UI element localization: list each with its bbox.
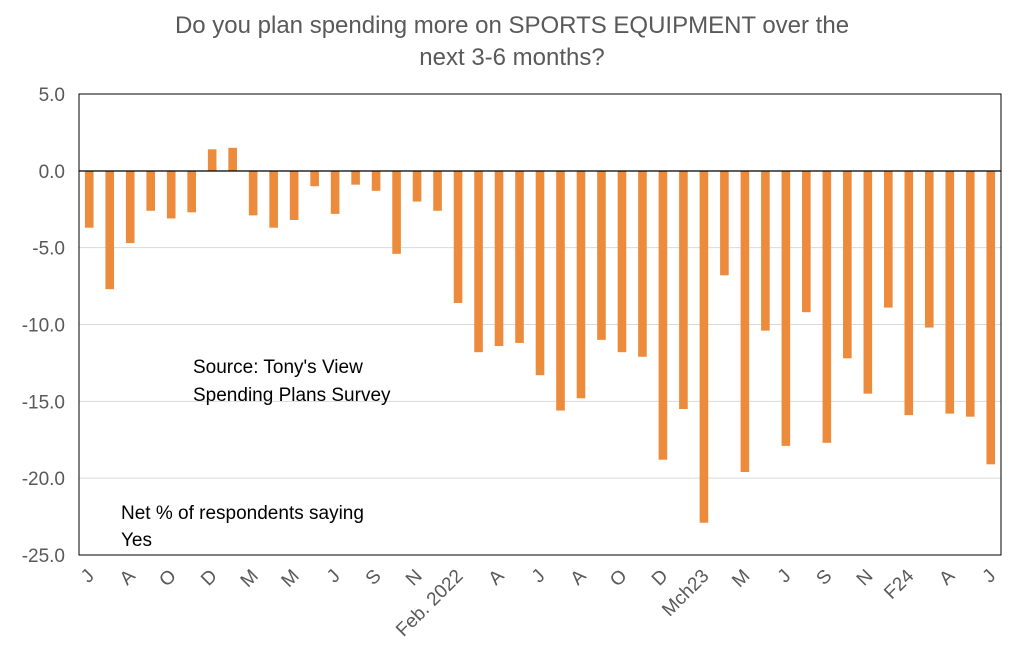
bar: [412, 170, 422, 202]
x-tick-label: J: [77, 566, 99, 588]
bar: [310, 170, 319, 187]
bar: [125, 170, 135, 244]
bar: [761, 170, 770, 331]
bar: [576, 170, 586, 399]
x-tick-label: S: [813, 566, 837, 590]
y-tick-label: -5.0: [32, 239, 65, 260]
bar: [884, 170, 893, 308]
bar: [474, 170, 483, 353]
bar: [105, 170, 115, 290]
x-tick-label: D: [648, 566, 673, 591]
source-annotation-line-1: Source: Tony's View: [193, 357, 363, 378]
y-tick-label: -20.0: [22, 469, 65, 490]
bar: [822, 170, 832, 443]
bar: [433, 170, 442, 211]
bar: [146, 170, 156, 211]
x-tick-label: J: [979, 566, 1001, 588]
x-tick-label: M: [237, 566, 263, 592]
x-tick-label: S: [362, 566, 386, 590]
bar: [740, 170, 750, 473]
bar: [843, 170, 852, 359]
bar: [330, 170, 340, 214]
x-tick-label: N: [402, 566, 427, 591]
x-tick-label: A: [935, 565, 959, 589]
bar: [720, 170, 729, 276]
bar: [658, 170, 668, 460]
bar: [699, 170, 709, 523]
y-axis-ticks: 5.0 0.0 -5.0 -10.0 -15.0 -20.0 -25.0: [22, 85, 65, 567]
bar: [965, 170, 975, 417]
bar: [638, 170, 647, 357]
bar: [863, 170, 873, 394]
x-tick-label: M: [278, 566, 304, 592]
bar: [945, 170, 955, 414]
y-tick-label: -15.0: [22, 392, 65, 413]
bar: [924, 170, 934, 328]
chart-title-line-1: Do you plan spending more on SPORTS EQUI…: [175, 12, 849, 39]
plot-area-border: [78, 93, 1002, 556]
x-tick-label: J: [528, 566, 550, 588]
bar: [986, 170, 996, 465]
x-tick-label: N: [853, 566, 878, 591]
bar: [228, 147, 237, 171]
net-percent-note-line-2: Yes: [121, 530, 152, 551]
y-tick-label: 5.0: [39, 85, 65, 106]
bar: [166, 170, 176, 219]
x-tick-label: F24: [880, 565, 918, 603]
bar: [535, 170, 545, 376]
x-tick-label: D: [197, 566, 222, 591]
x-tick-label: O: [606, 566, 631, 591]
bar: [187, 170, 196, 213]
bar: [371, 170, 381, 191]
y-tick-label: -10.0: [22, 316, 65, 337]
x-tick-label: Mch23: [658, 566, 713, 621]
bar: [904, 170, 914, 416]
bar: [597, 170, 606, 340]
bar: [494, 170, 504, 347]
bar: [556, 170, 565, 411]
x-tick-label: O: [155, 566, 180, 591]
bars: [84, 147, 996, 523]
bar: [84, 170, 94, 228]
bar: [453, 170, 463, 303]
source-annotation-line-2: Spending Plans Survey: [193, 385, 391, 406]
x-tick-label: J: [323, 566, 345, 588]
bar: [515, 170, 524, 343]
bar: [679, 170, 688, 410]
bar: [289, 170, 299, 220]
bar: [802, 170, 811, 313]
y-tick-label: 0.0: [39, 162, 65, 183]
bar: [269, 170, 278, 228]
y-tick-label: -25.0: [22, 546, 65, 567]
x-tick-label: A: [116, 565, 140, 589]
x-tick-label: J: [774, 566, 796, 588]
net-percent-note-line-1: Net % of respondents saying: [121, 503, 364, 524]
chart-title-line-2: next 3-6 months?: [419, 44, 604, 71]
bar: [351, 170, 360, 185]
x-tick-label: A: [567, 565, 591, 589]
x-tick-label: A: [485, 565, 509, 589]
bar: [248, 170, 258, 216]
bar: [617, 170, 627, 353]
x-tick-label: M: [728, 566, 754, 592]
bar: [781, 170, 791, 446]
bar: [392, 170, 401, 254]
bar: [207, 149, 217, 171]
